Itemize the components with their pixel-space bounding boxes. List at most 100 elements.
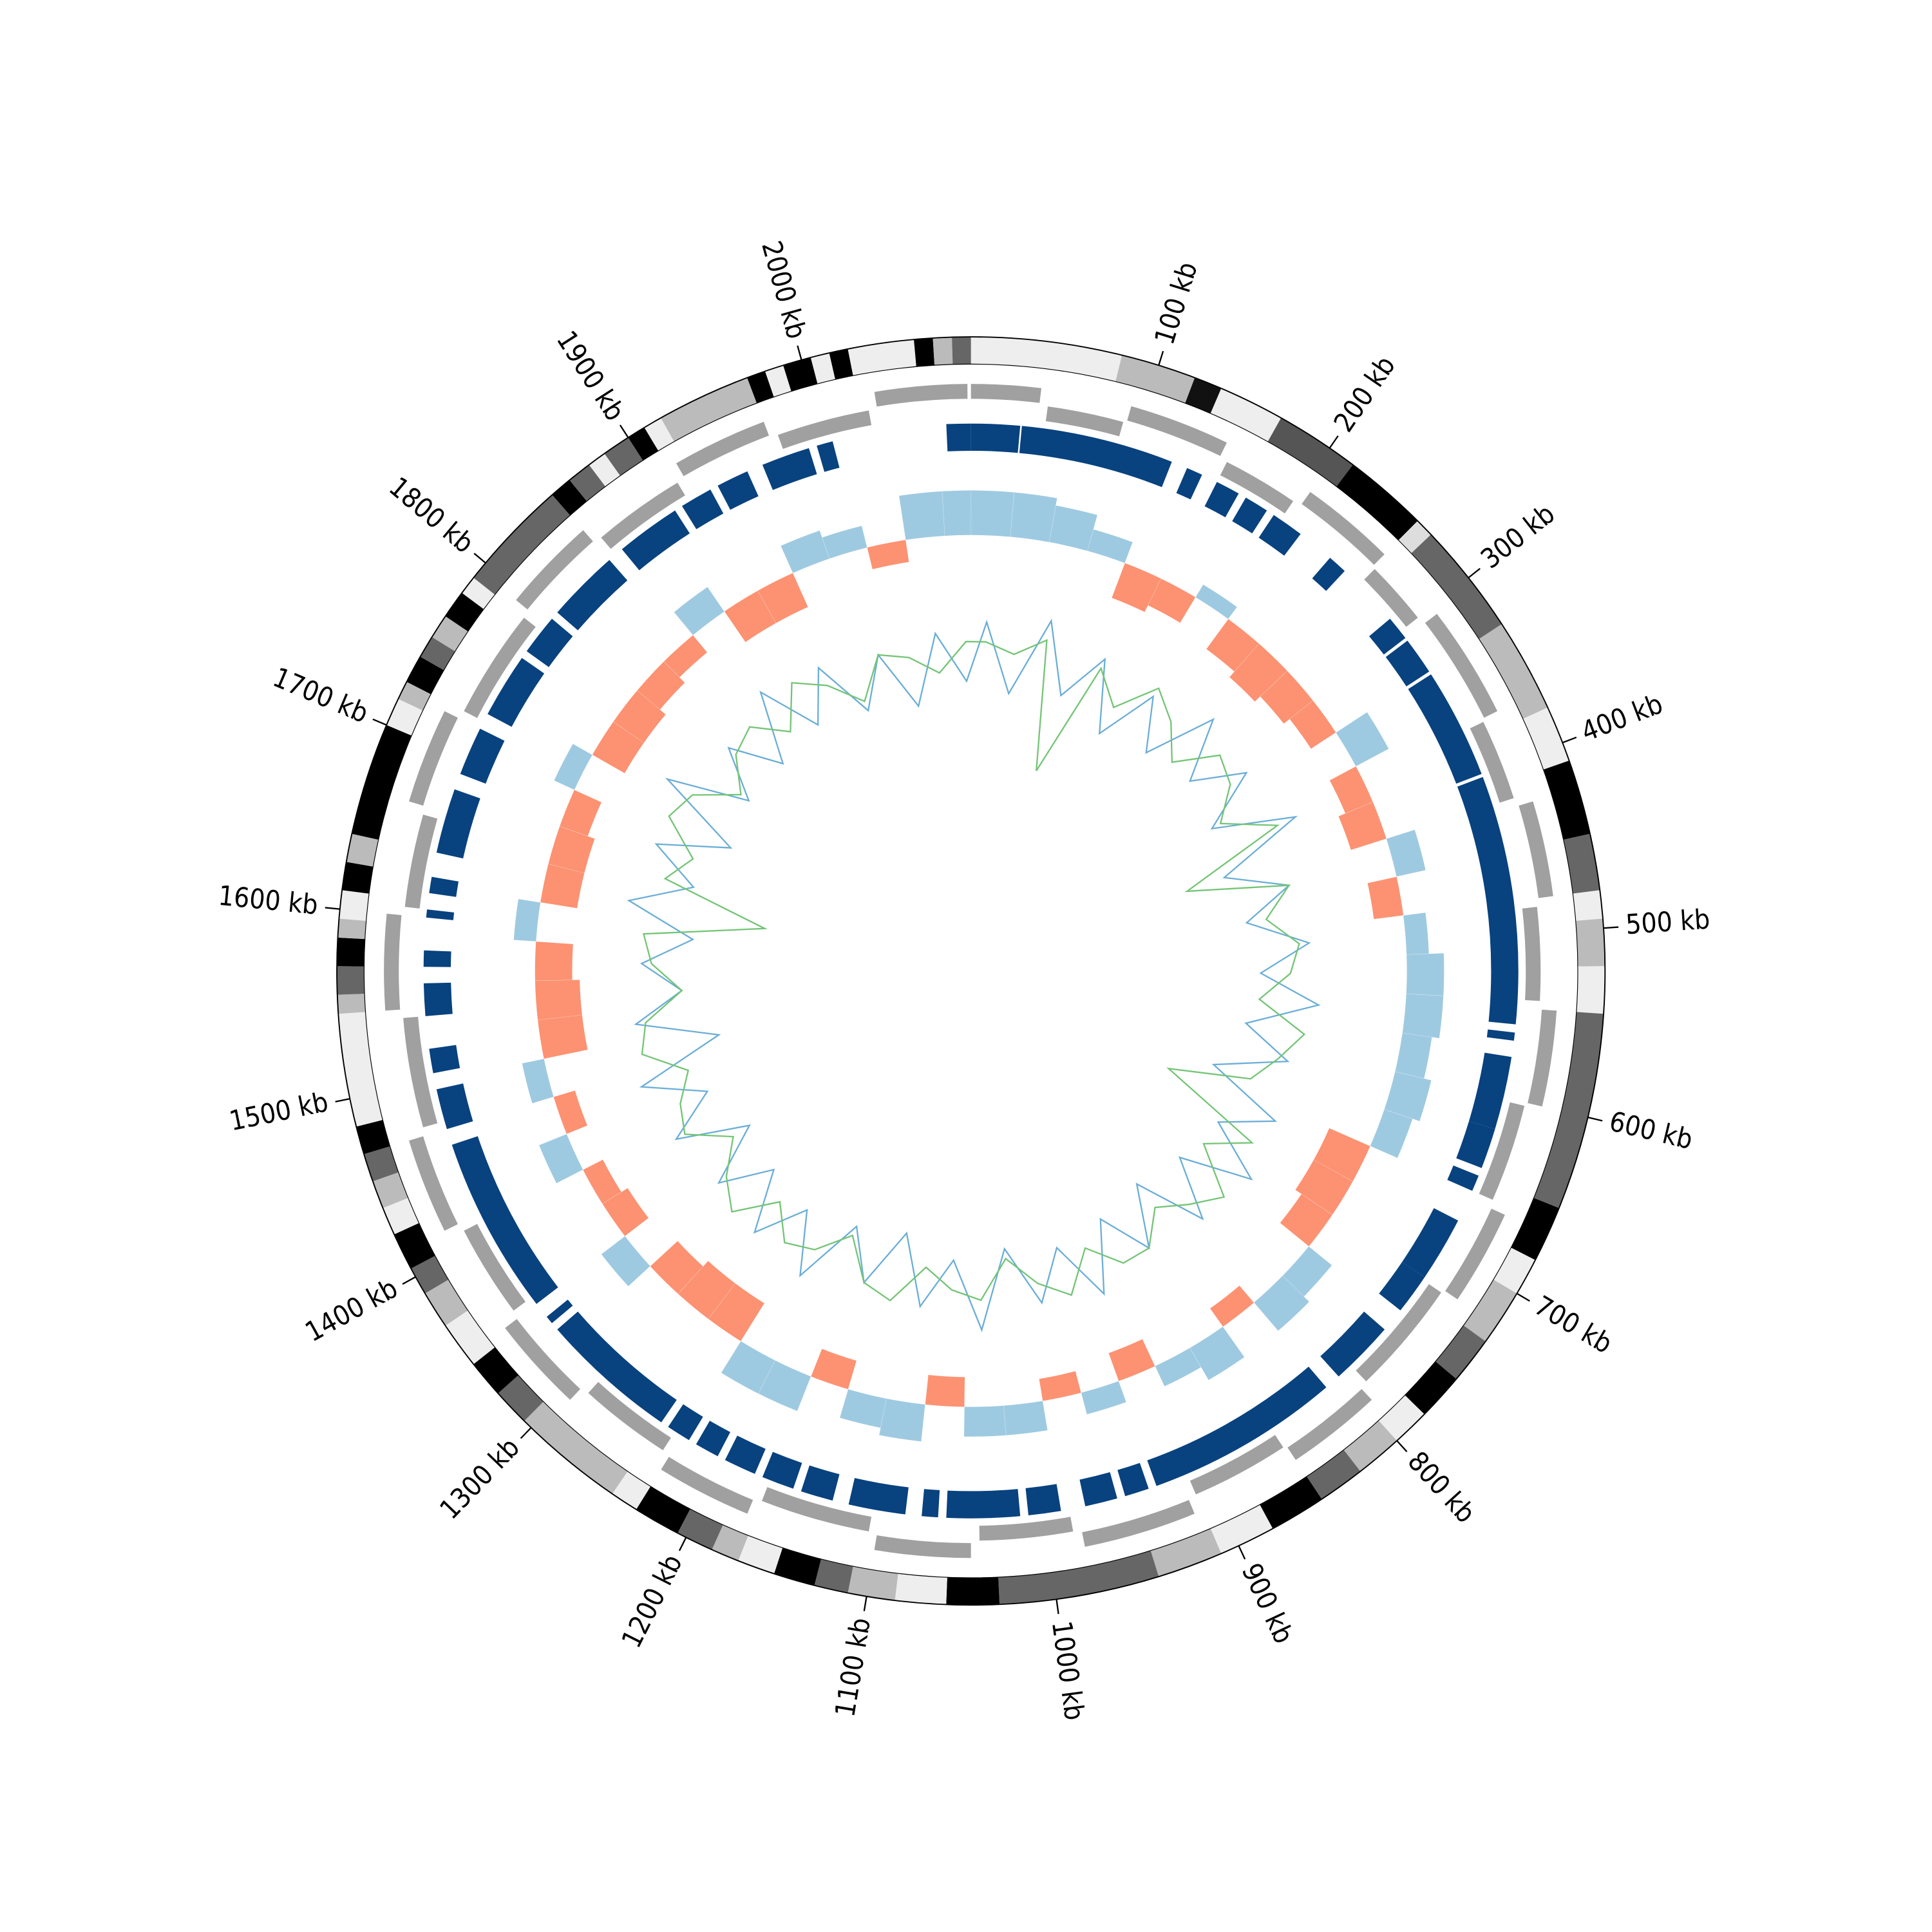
band xyxy=(814,1558,853,1593)
skew-bar xyxy=(1155,1348,1201,1387)
band xyxy=(1435,1325,1486,1379)
band xyxy=(1479,624,1548,719)
band xyxy=(352,724,412,840)
band xyxy=(738,1535,783,1574)
skew-bar xyxy=(1189,1327,1245,1380)
block xyxy=(762,448,817,490)
band xyxy=(420,637,455,670)
skew-bar xyxy=(811,1349,857,1390)
skew-bar xyxy=(637,661,685,710)
block xyxy=(1402,1208,1459,1278)
band xyxy=(473,1347,518,1394)
gene xyxy=(404,814,438,909)
gene xyxy=(1519,801,1553,898)
block xyxy=(557,1311,677,1423)
band xyxy=(946,1577,1000,1605)
skew-bar xyxy=(1229,643,1287,702)
gene xyxy=(588,1381,671,1450)
skew-bar xyxy=(583,1159,621,1204)
tick-label: 1600 kb xyxy=(217,880,319,921)
tick-label: 400 kb xyxy=(1577,688,1667,748)
band xyxy=(1576,966,1605,1014)
block xyxy=(423,982,453,1016)
band xyxy=(677,1509,723,1550)
tick-label: 1700 kb xyxy=(269,661,373,729)
band xyxy=(848,339,916,376)
skew-bar xyxy=(942,490,971,536)
skew-bar xyxy=(613,690,666,743)
band xyxy=(386,699,423,736)
block xyxy=(1176,468,1202,500)
skew-bar xyxy=(1402,994,1444,1039)
skew-bar xyxy=(553,1090,587,1134)
skew-bar xyxy=(1210,1285,1255,1327)
band xyxy=(848,1566,898,1601)
block xyxy=(1019,426,1172,488)
band xyxy=(1411,535,1502,639)
band xyxy=(398,681,431,711)
band xyxy=(473,495,571,595)
band xyxy=(569,464,606,502)
gene xyxy=(1220,462,1294,514)
band xyxy=(552,480,587,516)
block xyxy=(681,489,724,529)
block xyxy=(717,471,759,510)
band xyxy=(1522,707,1569,770)
skew-bar xyxy=(1370,1109,1413,1159)
gene xyxy=(1189,1435,1283,1495)
band xyxy=(1260,1476,1322,1529)
block xyxy=(429,1045,460,1074)
block xyxy=(668,1404,703,1441)
skew-bar xyxy=(840,1389,887,1428)
block xyxy=(1368,618,1406,655)
band xyxy=(406,656,444,695)
gene xyxy=(409,711,458,806)
block xyxy=(426,909,455,920)
skew-bar xyxy=(1010,492,1057,542)
skew-bar xyxy=(758,1360,811,1411)
band xyxy=(1533,1012,1604,1208)
block xyxy=(1456,1121,1495,1168)
block xyxy=(621,510,690,571)
gene xyxy=(1287,1388,1372,1461)
skew-bar xyxy=(899,491,945,540)
tick-mark xyxy=(1158,350,1164,366)
band xyxy=(895,1573,947,1605)
band xyxy=(1563,833,1600,894)
tick-label: 500 kb xyxy=(1625,904,1711,941)
band xyxy=(339,890,370,921)
tick-mark xyxy=(1238,1545,1246,1560)
skew-bar xyxy=(971,490,1014,537)
band xyxy=(372,1172,408,1208)
tick-mark xyxy=(1562,736,1577,744)
gene xyxy=(601,482,685,549)
skew-bar xyxy=(1254,1276,1309,1331)
skew-bar xyxy=(1112,563,1161,612)
tick-label: 1100 kb xyxy=(829,1615,876,1719)
tick-mark xyxy=(1329,435,1339,449)
skew-bar xyxy=(708,1283,764,1341)
gene xyxy=(1479,1102,1525,1200)
skew-bar xyxy=(535,942,573,981)
band xyxy=(1398,520,1431,554)
skew-bar xyxy=(1003,1401,1048,1435)
band xyxy=(411,1255,449,1294)
block xyxy=(1025,1484,1061,1515)
block xyxy=(1117,1463,1149,1497)
gene xyxy=(505,1319,581,1400)
gene xyxy=(516,530,593,610)
skew-bar xyxy=(1282,1246,1332,1297)
tick-mark xyxy=(1516,1293,1530,1302)
band xyxy=(1115,355,1195,404)
band xyxy=(1511,1198,1559,1260)
band xyxy=(342,862,374,894)
tick-label: 1300 kb xyxy=(433,1432,526,1526)
tick-label: 300 kb xyxy=(1475,498,1560,575)
band xyxy=(829,348,853,380)
tick-mark xyxy=(372,718,387,726)
tick-label: 700 kb xyxy=(1529,1289,1618,1359)
tick-mark xyxy=(520,1427,532,1439)
block xyxy=(557,560,628,630)
block xyxy=(423,950,451,967)
block xyxy=(546,1300,573,1323)
